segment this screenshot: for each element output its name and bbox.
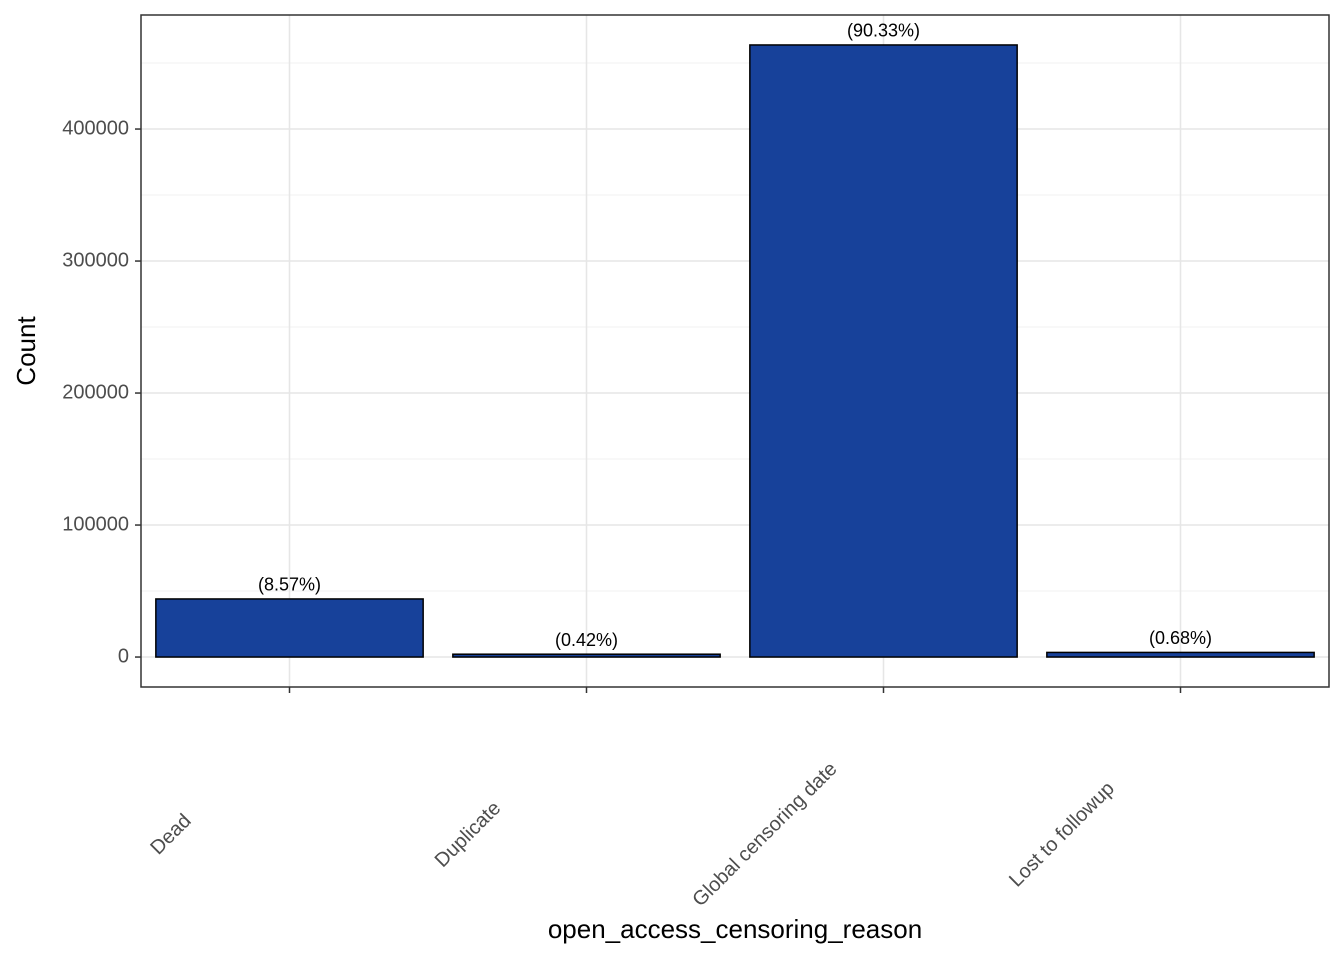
y-tick-label: 400000: [62, 117, 129, 139]
y-tick-label: 300000: [62, 249, 129, 271]
x-axis-title: open_access_censoring_reason: [548, 914, 922, 944]
bar: [452, 653, 721, 658]
value-label: (90.33%): [847, 21, 920, 41]
y-tick-label: 0: [118, 645, 129, 667]
y-tick-label: 200000: [62, 381, 129, 403]
y-tick-label: 100000: [62, 513, 129, 535]
value-label: (0.68%): [1149, 628, 1212, 648]
value-label: (0.42%): [555, 630, 618, 650]
y-axis-title: Count: [11, 316, 41, 386]
bar: [1046, 651, 1315, 658]
bar: [749, 44, 1018, 658]
bar: [155, 598, 424, 658]
plot-border: [140, 14, 1330, 688]
value-label: (8.57%): [258, 575, 321, 595]
